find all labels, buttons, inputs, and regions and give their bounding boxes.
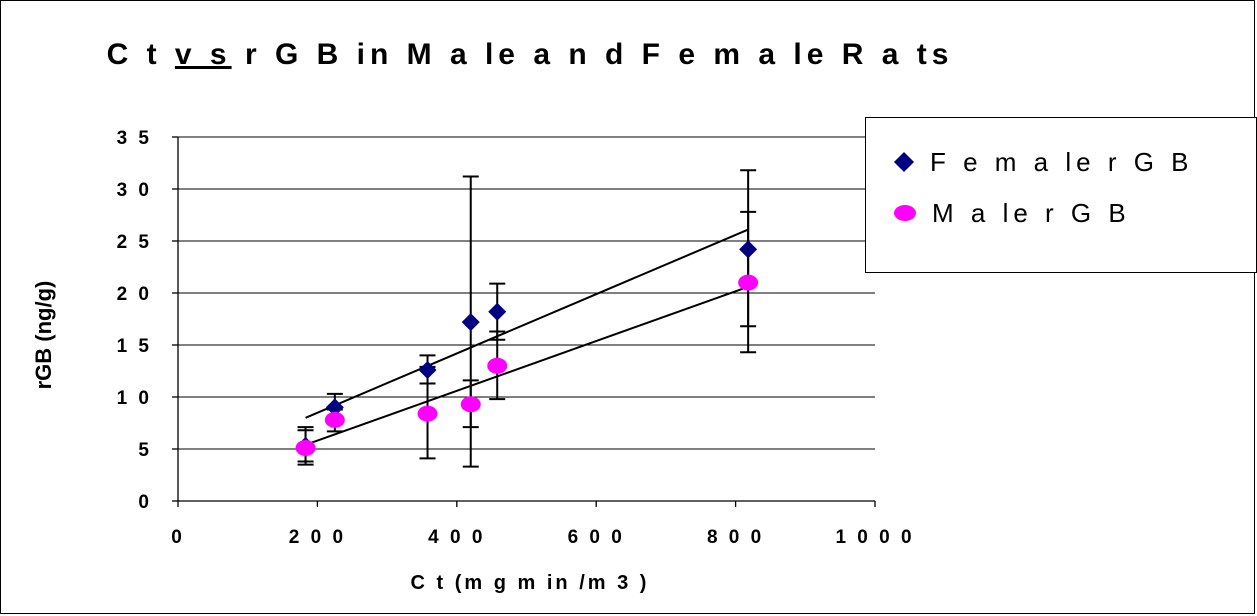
y-tick-label-2: 1 0 xyxy=(117,388,152,409)
circle-marker-icon xyxy=(894,205,916,221)
point-0-2 xyxy=(418,360,437,379)
y-tick-label-5: 2 5 xyxy=(117,232,152,253)
x-tick-label-3: 6 0 0 xyxy=(568,527,625,548)
x-tick-label-5: 1 0 0 0 xyxy=(835,527,914,548)
point-1-4 xyxy=(487,357,508,374)
diamond-marker-icon xyxy=(894,152,914,172)
y-tick-label-1: 5 xyxy=(138,440,152,461)
point-0-3 xyxy=(461,313,480,332)
chart-title-underlined: v s xyxy=(174,38,232,71)
point-1-5 xyxy=(738,274,759,291)
x-tick-label-4: 8 0 0 xyxy=(707,527,764,548)
x-tick-label-0: 0 xyxy=(171,527,185,548)
y-tick-label-4: 2 0 xyxy=(117,284,152,305)
point-0-5 xyxy=(739,240,758,259)
point-0-1 xyxy=(325,398,344,417)
y-tick-label-7: 3 5 xyxy=(117,128,152,149)
point-0-4 xyxy=(488,302,507,321)
y-tick-label-3: 1 5 xyxy=(117,336,152,357)
trendline-0 xyxy=(305,228,749,419)
legend-item-male: M a le r G B xyxy=(892,193,1131,233)
y-tick-label-0: 0 xyxy=(138,492,152,513)
chart-title: C t v s r G B in M a le a n d F e m a le… xyxy=(106,38,954,71)
trendline-1 xyxy=(305,285,749,446)
legend-item-female: F e m a le r G B xyxy=(892,142,1194,182)
point-1-0 xyxy=(295,439,316,456)
legend-label-male: M a le r G B xyxy=(932,197,1131,228)
x-tick-label-2: 4 0 0 xyxy=(428,527,485,548)
point-1-1 xyxy=(324,411,345,428)
point-1-2 xyxy=(417,405,438,422)
legend-label-female: F e m a le r G B xyxy=(930,146,1194,177)
x-tick-label-1: 2 0 0 xyxy=(289,527,346,548)
legend: F e m a le r G B M a le r G B xyxy=(865,117,1257,273)
point-1-3 xyxy=(460,396,481,413)
x-axis-label: C t (m g m in /m 3 ) xyxy=(410,572,650,594)
y-axis-label: rGB (ng/g) xyxy=(31,280,56,390)
y-tick-label-6: 3 0 xyxy=(117,180,152,201)
